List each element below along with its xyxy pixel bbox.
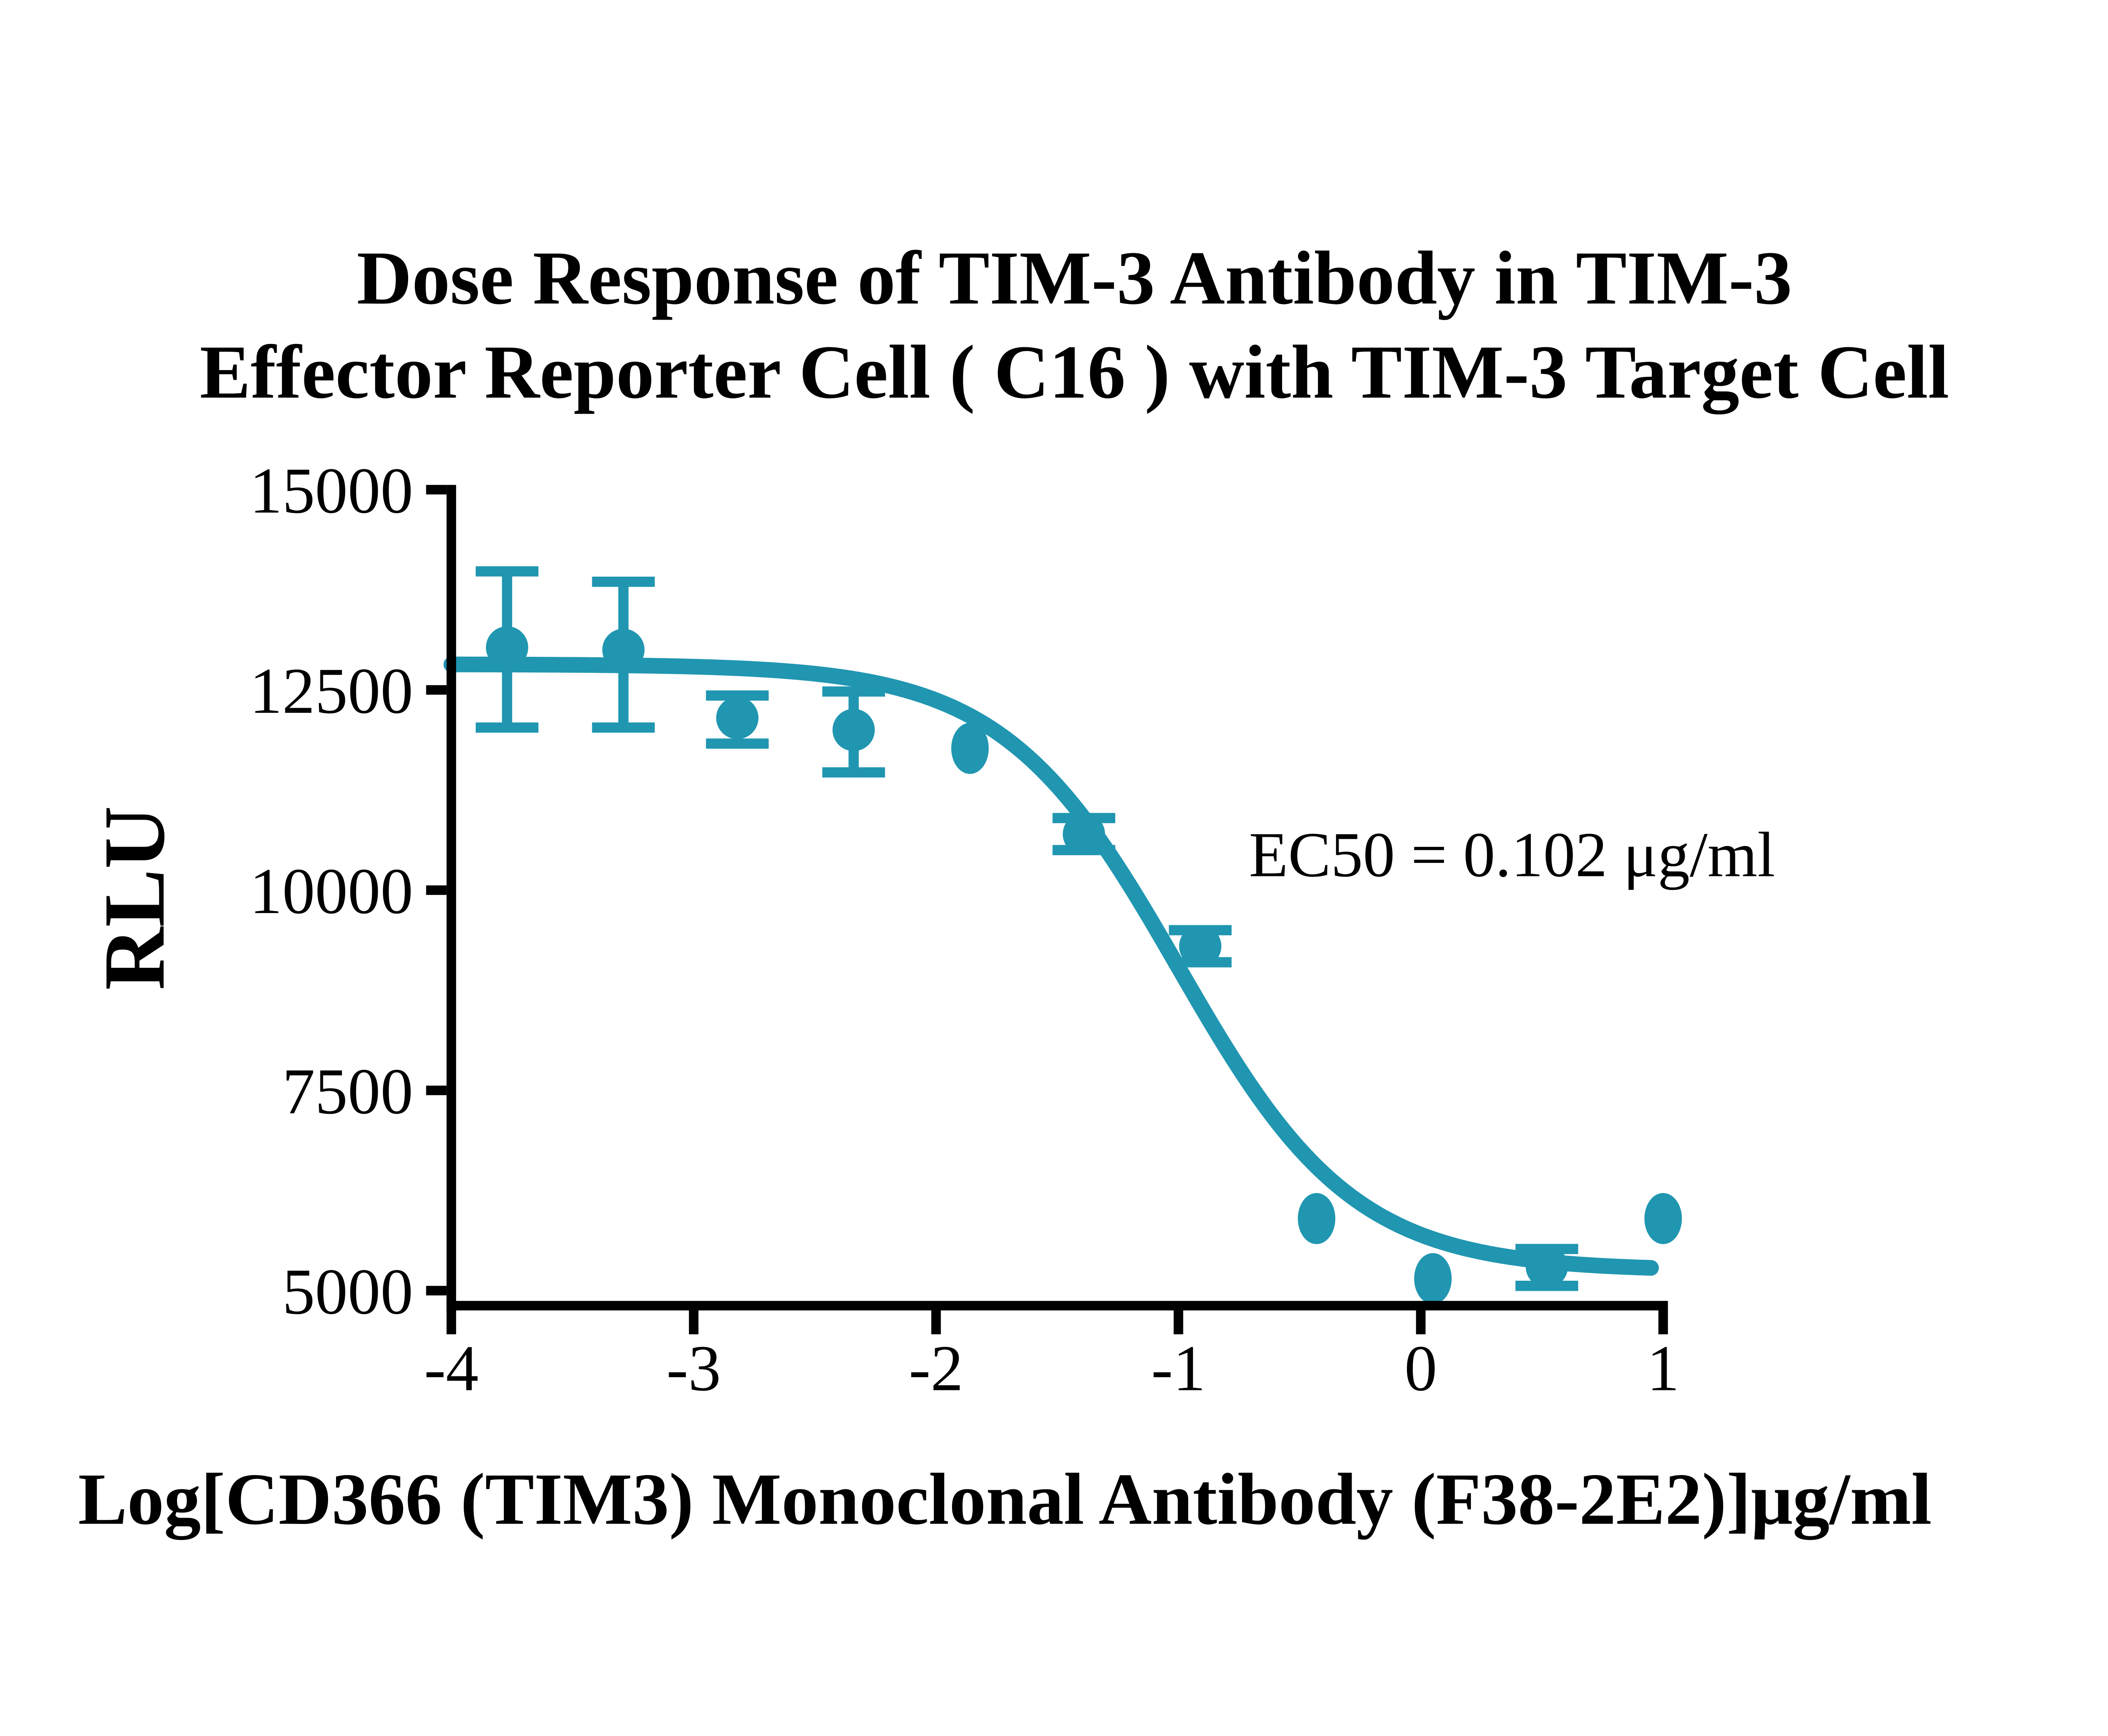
x-tick-label: -3 — [667, 1332, 721, 1405]
y-tick-label: 7500 — [282, 1055, 413, 1128]
data-point — [951, 723, 989, 774]
data-point — [1298, 1193, 1336, 1244]
x-tick-label: -2 — [909, 1332, 963, 1405]
data-point — [1414, 1253, 1452, 1304]
y-tick-label: 10000 — [250, 855, 413, 927]
fit-curve — [443, 656, 1659, 1276]
data-point — [1525, 1245, 1568, 1288]
x-tick-label: -4 — [424, 1332, 479, 1405]
chart-title: Dose Response of TIM-3 Antibody in TIM-3… — [200, 236, 1949, 414]
x-axis-label: Log[CD366 (TIM3) Monoclonal Antibody (F3… — [78, 1458, 1932, 1540]
axes: 5000 7500 10000 12500 15000 -4 -3 -2 -1 0 1 — [250, 454, 1680, 1405]
chart-title-line1: Dose Response of TIM-3 Antibody in TIM-3 — [357, 236, 1792, 320]
y-tick-label: 5000 — [282, 1255, 413, 1328]
data-point — [832, 709, 875, 751]
x-tick-label: -1 — [1151, 1332, 1205, 1405]
x-tick-label: 1 — [1647, 1332, 1680, 1405]
plot-area — [443, 566, 1682, 1304]
y-tick-label: 12500 — [250, 655, 413, 727]
data-point — [1179, 925, 1221, 967]
ec50-annotation: EC50 = 0.102 μg/ml — [1249, 819, 1775, 890]
data-point — [1062, 813, 1105, 855]
data-point — [716, 696, 758, 739]
data-point — [602, 629, 645, 671]
chart-title-line2: Effector Reporter Cell ( C16 ) with TIM-… — [200, 330, 1949, 414]
data-point — [486, 626, 528, 669]
data-point — [1644, 1193, 1682, 1244]
y-axis-label: RLU — [86, 806, 183, 990]
x-tick-label: 0 — [1404, 1332, 1437, 1405]
y-tick-label: 15000 — [250, 454, 413, 527]
